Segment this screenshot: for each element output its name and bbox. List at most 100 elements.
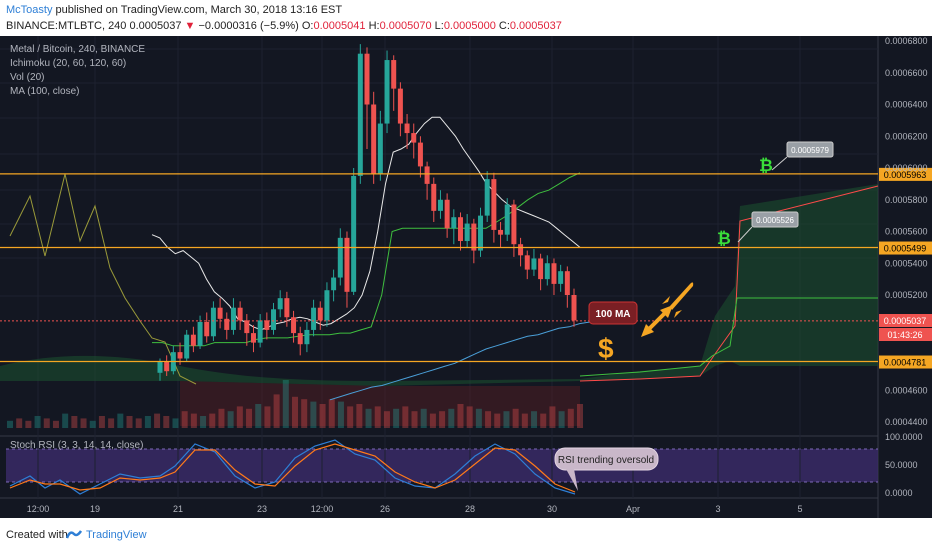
volume-bar — [190, 413, 197, 428]
candle-body — [357, 53, 363, 176]
kijun-line — [152, 172, 581, 347]
y-tick-label: 0.0006200 — [885, 131, 928, 141]
volume-bar — [16, 418, 23, 428]
price-line-tag — [879, 355, 932, 369]
volume-bar — [273, 394, 280, 428]
x-tick-label: 5 — [797, 504, 802, 514]
volume-bar — [337, 401, 344, 428]
high-value: 0.0005070 — [379, 20, 432, 32]
volume-bar — [89, 420, 96, 428]
candle-body — [371, 104, 377, 175]
y-tick-label: 0.0004600 — [885, 385, 928, 395]
candle-body — [531, 258, 537, 270]
candle-body — [237, 307, 243, 321]
publish-line: McToasty published on TradingView.com, M… — [6, 4, 342, 16]
legend-vol[interactable]: Vol (20) — [10, 72, 45, 83]
candle-body — [504, 204, 510, 235]
volume-bar — [439, 411, 446, 428]
candle-body — [437, 199, 443, 211]
volume-bar — [126, 416, 133, 428]
x-tick-label: 12:00 — [27, 504, 50, 514]
candle-body — [417, 142, 423, 167]
candle-body — [184, 334, 190, 359]
candle-body — [197, 321, 203, 346]
volume-bar — [301, 399, 308, 428]
change-text: −0.0000316 (−5.9%) — [198, 20, 299, 32]
volume-bar — [512, 408, 519, 428]
price-line-tag — [879, 167, 932, 181]
author-link[interactable]: McToasty — [6, 4, 53, 16]
legend-ma[interactable]: MA (100, close) — [10, 86, 80, 97]
ma-annotation-text: 100 MA — [595, 309, 630, 320]
volume-bar — [255, 404, 262, 428]
stoch-k-line — [9, 439, 576, 495]
chart-panel[interactable]: 0.0005963 0.0005499 0.0004781 0.0006800 0.0… — [0, 36, 932, 518]
volume-bar — [117, 413, 124, 428]
volume-bar — [457, 404, 464, 428]
y-tick-label: 0.0005600 — [885, 227, 928, 237]
candle-body — [230, 307, 236, 330]
volume-bar — [577, 404, 583, 428]
rsi-annotation-text: RSI trending oversold — [558, 455, 654, 466]
bitcoin-icon-lower: ₿ — [717, 229, 731, 248]
last-price-label: 0.0005037 — [884, 316, 927, 326]
volume-bar — [43, 418, 50, 428]
volume-bar — [236, 406, 243, 428]
volume-bar — [52, 420, 59, 428]
volume-bar — [209, 413, 216, 428]
lagging-span-line — [9, 173, 197, 385]
volume-bar — [292, 396, 298, 428]
candle-body — [264, 320, 270, 330]
volume-bar — [429, 413, 436, 428]
ma-annotation: 100 MA — [588, 301, 638, 325]
candle-body — [571, 295, 577, 321]
candle-body — [224, 318, 230, 330]
y-tick-label: 0.0006600 — [885, 68, 928, 78]
candle-body — [210, 307, 216, 337]
candle-body — [457, 217, 463, 242]
legend-ichimoku[interactable]: Ichimoku (20, 60, 120, 60) — [10, 58, 127, 69]
kumo-cloud-green — [0, 184, 878, 386]
chart-svg[interactable]: 0.0005963 0.0005499 0.0004781 0.0006800 0.0… — [0, 36, 932, 518]
volume-bar — [172, 418, 179, 428]
candle-body — [317, 307, 323, 321]
volume-bar — [80, 418, 87, 428]
candle-body — [190, 334, 196, 346]
candle-body — [217, 307, 223, 319]
senkou-b-line — [579, 297, 878, 377]
ohlc-line: BINANCE:MTLBTC, 240 0.0005037 ▼ −0.00003… — [6, 20, 562, 32]
x-tick-label: 26 — [380, 504, 390, 514]
volume-bar — [135, 418, 142, 428]
x-tick-label: Apr — [626, 504, 640, 514]
rsi-tick-label: 100.0000 — [885, 432, 923, 442]
volume-bar — [420, 408, 427, 428]
double-arrow-icon — [641, 305, 673, 337]
open-label: O: — [301, 20, 314, 32]
x-tick-label: 19 — [90, 504, 100, 514]
volume-bar — [144, 416, 151, 428]
legend-title: Metal / Bitcoin, 240, BINANCE — [10, 44, 146, 55]
candle-body — [538, 258, 544, 280]
candle-body — [498, 229, 504, 235]
candle-body — [431, 183, 437, 211]
volume-bar — [475, 408, 482, 428]
rsi-annotation: RSI trending oversold — [554, 447, 659, 491]
candle-body — [391, 60, 397, 89]
last-price-tag: 0.0005037 01:43:26 — [879, 314, 932, 341]
volume-bar — [62, 413, 69, 428]
price-line-label: 0.0005963 — [884, 170, 927, 180]
stoch-d-line — [9, 443, 576, 493]
candle-body — [558, 271, 564, 284]
tradingview-brand-link[interactable]: TradingView — [86, 529, 147, 541]
volume-bar — [411, 411, 418, 428]
open-value: 0.0005041 — [313, 20, 366, 32]
volume-bar — [264, 406, 271, 428]
volume-bar — [540, 413, 547, 428]
legend-rsi[interactable]: Stoch RSI (3, 3, 14, 14, close) — [10, 440, 144, 451]
candle-body — [324, 290, 330, 321]
volume-bar — [521, 413, 528, 428]
volume-bar — [98, 416, 105, 428]
volume-bar — [485, 411, 492, 428]
volume-bar — [181, 411, 188, 428]
x-tick-label: 3 — [715, 504, 720, 514]
